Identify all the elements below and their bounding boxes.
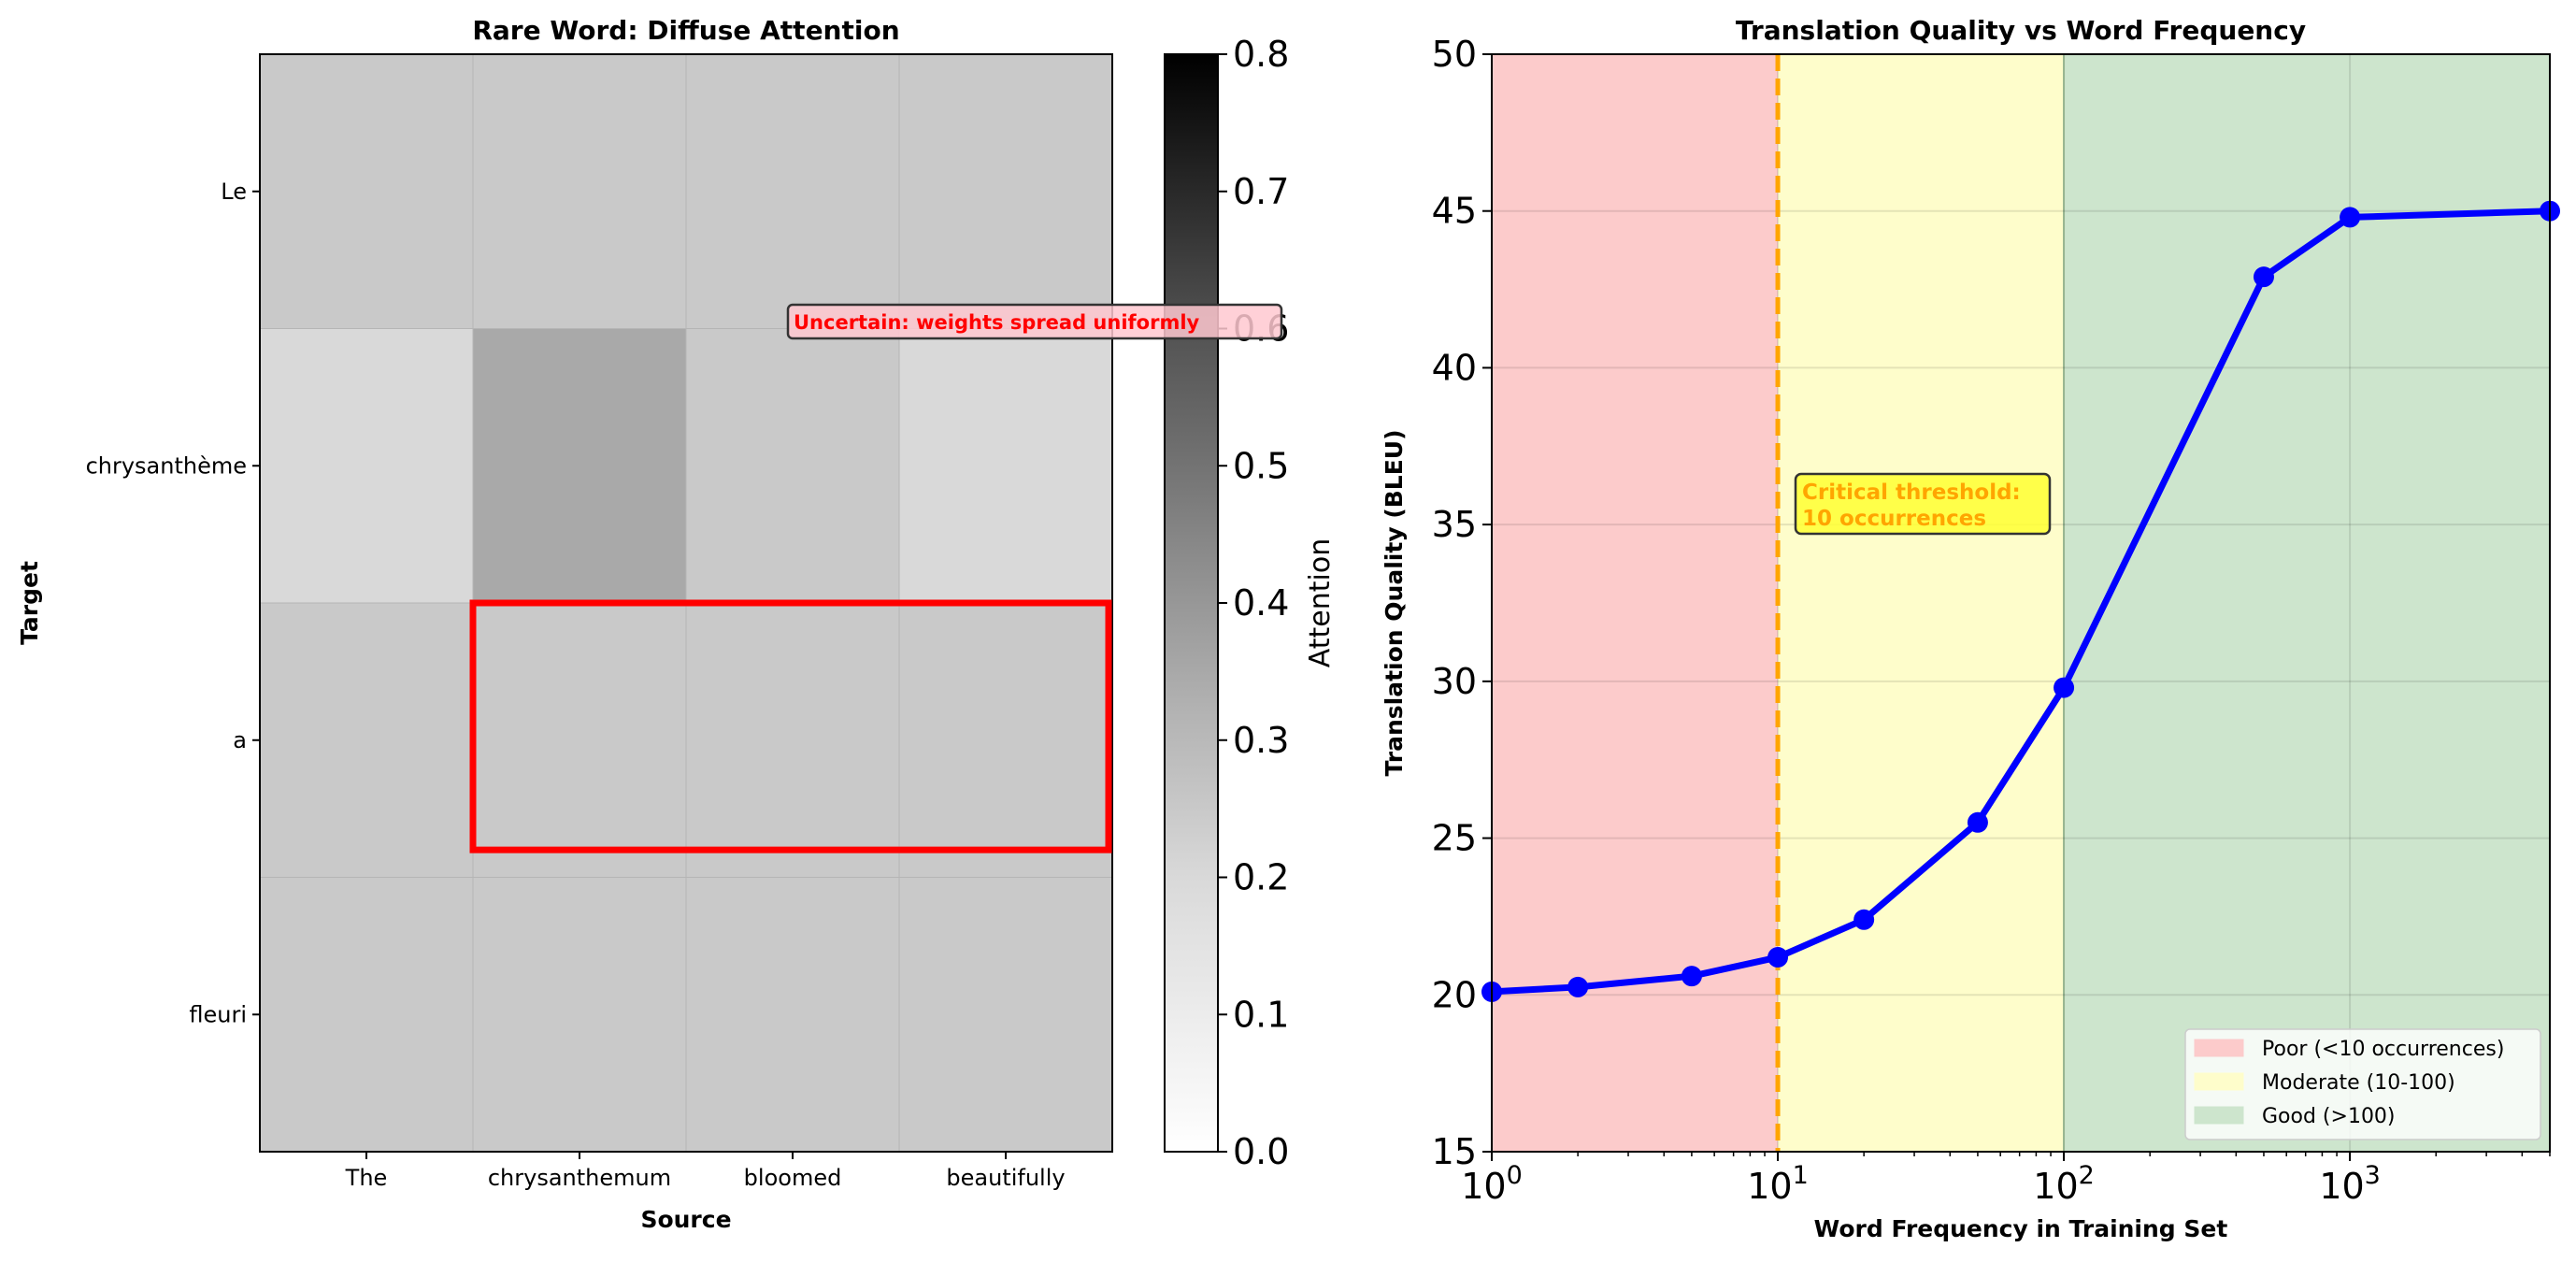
data-point: [2340, 207, 2361, 228]
colorbar-tick-label: 0.2: [1233, 857, 1289, 898]
annotation-box: [1794, 472, 2052, 536]
line-chart-xlabel: Word Frequency in Training Set: [1814, 1215, 2228, 1242]
heatmap-cell: [472, 877, 687, 1153]
legend-label: Good (>100): [2262, 1105, 2396, 1128]
x-tick-label: 100: [1461, 1161, 1523, 1207]
annotation-text: Uncertain: weights spread uniformly: [794, 311, 1200, 334]
heatmap-cell: [685, 877, 900, 1153]
x-tick-label: The: [345, 1165, 388, 1191]
x-tick-label: 102: [2033, 1161, 2095, 1207]
y-tick-label: 35: [1432, 504, 1477, 545]
heatmap-cell: [259, 602, 474, 878]
legend-swatch: [2194, 1039, 2244, 1057]
legend-swatch: [2194, 1072, 2244, 1091]
annotation-line-1: Critical threshold:: [1802, 480, 2021, 505]
tick-exponent: 1: [1793, 1161, 1809, 1190]
line-chart-ylabel: Translation Quality (BLEU): [1381, 429, 1408, 776]
data-point: [2054, 677, 2075, 698]
data-point: [1567, 976, 1589, 997]
heatmap-cell: [472, 328, 687, 604]
heatmap-cell: [685, 602, 900, 878]
tick-base: 10: [1461, 1166, 1506, 1207]
colorbar-tick-label: 0.0: [1233, 1131, 1289, 1172]
y-tick-label: 45: [1432, 191, 1477, 232]
legend-box: [2184, 1028, 2541, 1140]
data-point: [1853, 909, 1875, 930]
heatmap-cell: [259, 328, 474, 604]
heatmap-cell: [259, 53, 474, 329]
heatmap-cell: [472, 53, 687, 329]
legend-swatch: [2194, 1106, 2244, 1125]
x-tick-label: 103: [2319, 1161, 2381, 1207]
heatmap-cell: [898, 328, 1113, 604]
colorbar-tick-label: 0.7: [1233, 171, 1289, 212]
x-tick-label: bloomed: [744, 1165, 842, 1191]
y-tick-label: 20: [1432, 974, 1477, 1015]
heatmap-cell: [472, 602, 687, 878]
heatmap-xlabel: Source: [640, 1206, 731, 1233]
annotation-line-2: 10 occurrences: [1802, 507, 1986, 531]
heatmap-cell: [259, 877, 474, 1153]
data-point: [2253, 266, 2274, 288]
y-tick-label: 40: [1432, 347, 1477, 388]
colorbar-tick-label: 0.4: [1233, 582, 1289, 624]
colorbar-label: Attention: [1304, 538, 1337, 667]
data-point: [1681, 966, 1702, 987]
tick-base: 10: [1747, 1166, 1792, 1207]
heatmap-ylabel: Target: [16, 561, 43, 645]
tick-base: 10: [2033, 1166, 2078, 1207]
legend-label: Poor (<10 occurrences): [2262, 1038, 2504, 1061]
tick-exponent: 2: [2079, 1161, 2095, 1190]
region-band: [2064, 54, 2550, 1152]
line-chart-panel: Translation Quality vs Word Frequency Wo…: [1381, 15, 2560, 1242]
y-tick-label: 15: [1432, 1131, 1477, 1172]
heatmap-panel: Rare Word: Diffuse Attention Source Targ…: [16, 15, 1337, 1233]
colorbar: [1164, 53, 1219, 1153]
y-tick-label: fleuri: [189, 1001, 247, 1027]
x-tick-label: beautifully: [946, 1165, 1065, 1191]
y-tick-label: 25: [1432, 818, 1477, 859]
highlight-box: [469, 599, 1112, 853]
tick-exponent: 0: [1507, 1161, 1523, 1190]
heatmap-title: Rare Word: Diffuse Attention: [472, 15, 899, 46]
y-tick-label: 50: [1432, 34, 1477, 75]
colorbar-tick-label: 0.1: [1233, 994, 1289, 1035]
bleu-line: [1491, 208, 2551, 996]
x-tick-label: 101: [1747, 1161, 1809, 1207]
y-tick-label: a: [233, 727, 247, 753]
plot-frame: [1491, 53, 2551, 1153]
heatmap-cell: [685, 53, 900, 329]
heatmap-frame: [259, 53, 1113, 1153]
heatmap-cell: [898, 877, 1113, 1153]
legend: Poor (<10 occurrences) Moderate (10-100) G…: [2184, 1028, 2541, 1140]
colorbar-tick-label: 0.5: [1233, 445, 1289, 486]
y-tick-label: Le: [221, 179, 247, 205]
tick-exponent: 3: [2365, 1161, 2381, 1190]
heatmap-cell: [685, 328, 900, 604]
data-point: [1967, 811, 1988, 833]
x-tick-label: chrysanthemum: [488, 1165, 671, 1191]
line-chart-title: Translation Quality vs Word Frequency: [1736, 15, 2306, 46]
tick-base: 10: [2319, 1166, 2364, 1207]
annotation-box: [786, 303, 1283, 340]
y-tick-label: chrysanthème: [86, 452, 247, 479]
heatmap-cell: [898, 602, 1113, 878]
heatmap-cell: [898, 53, 1113, 329]
y-tick-label: 30: [1432, 661, 1477, 702]
colorbar-tick-label: 0.8: [1233, 34, 1289, 75]
region-band: [1778, 54, 2065, 1152]
legend-label: Moderate (10-100): [2262, 1071, 2455, 1095]
data-point: [1767, 947, 1789, 968]
colorbar-tick-label: 0.3: [1233, 720, 1289, 761]
